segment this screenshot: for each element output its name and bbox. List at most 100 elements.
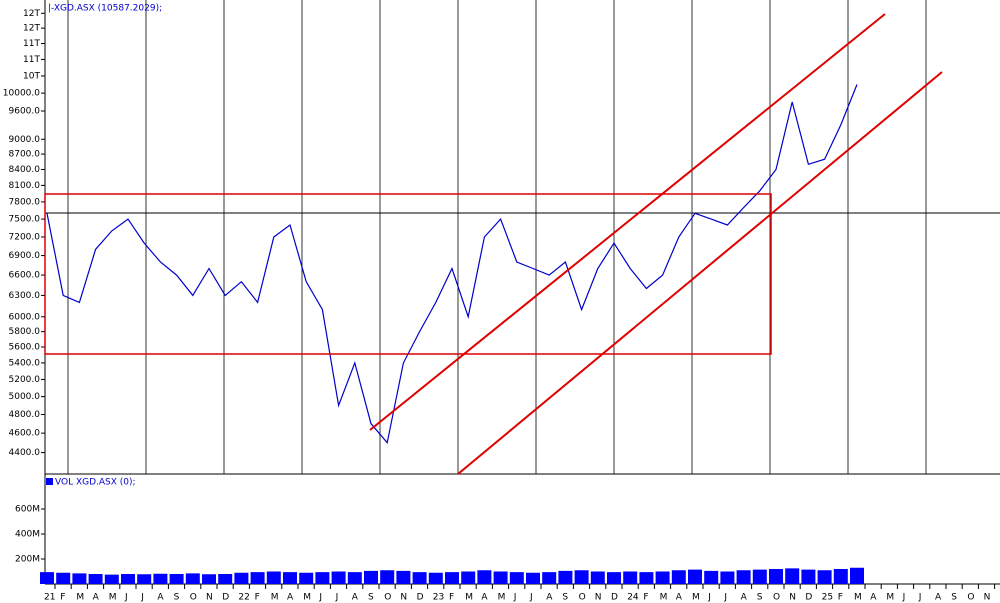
x-tick-label: J bbox=[902, 593, 906, 603]
volume-bar bbox=[396, 570, 411, 584]
volume-bar bbox=[40, 572, 54, 584]
y-tick-label: 9000.0 bbox=[9, 135, 41, 145]
volume-bar bbox=[769, 569, 783, 584]
x-tick-label: N bbox=[595, 593, 602, 603]
volume-bar bbox=[493, 571, 508, 584]
x-tick-label: M bbox=[271, 593, 279, 603]
y-tick-label: 6000.0 bbox=[9, 312, 41, 322]
x-tick-label: S bbox=[368, 593, 374, 603]
volume-bar bbox=[688, 569, 702, 584]
volume-bar bbox=[590, 571, 605, 584]
x-tick-label: O bbox=[384, 593, 391, 603]
x-tick-label: N bbox=[206, 593, 213, 603]
volume-bar bbox=[477, 570, 492, 584]
volume-bar bbox=[169, 574, 184, 584]
volume-bar bbox=[266, 571, 281, 584]
y-tick-label: 5600.0 bbox=[9, 342, 41, 352]
y-tick-label: 400M bbox=[15, 530, 40, 540]
x-tick-label: 25 bbox=[822, 593, 833, 603]
y-tick-label: 12T bbox=[23, 24, 40, 34]
y-tick-label: 600M bbox=[15, 505, 40, 515]
x-tick-label: M bbox=[660, 593, 668, 603]
volume-bar bbox=[445, 572, 459, 584]
volume-bar bbox=[542, 572, 557, 584]
volume-bar bbox=[347, 572, 362, 584]
x-tick-label: M bbox=[854, 593, 862, 603]
volume-bar bbox=[88, 574, 103, 584]
volume-bar bbox=[704, 570, 719, 584]
grid bbox=[67, 0, 927, 474]
x-tick-label: M bbox=[109, 593, 117, 603]
y-tick-label: 12T bbox=[23, 9, 40, 19]
y-tick-label: 5800.0 bbox=[9, 327, 41, 337]
x-tick-label: N bbox=[400, 593, 407, 603]
x-tick-label: J bbox=[335, 593, 339, 603]
volume-bar bbox=[655, 571, 670, 584]
volume-bar bbox=[801, 569, 816, 584]
volume-bar bbox=[412, 572, 427, 584]
x-tick-label: M bbox=[303, 593, 311, 603]
volume-bar bbox=[234, 572, 249, 584]
x-tick-label: A bbox=[741, 593, 748, 603]
volume-bar bbox=[526, 572, 540, 584]
y-tick-label: 11T bbox=[23, 55, 40, 65]
y-tick-label: 6600.0 bbox=[9, 271, 41, 281]
volume-bar bbox=[56, 572, 71, 584]
volume-legend-swatch bbox=[46, 478, 53, 485]
volume-bar bbox=[574, 570, 589, 584]
volume-bar bbox=[817, 570, 832, 584]
x-tick-label: S bbox=[174, 593, 180, 603]
volume-title: VOL XGD.ASX (0); bbox=[55, 478, 136, 488]
y-tick-label: 5200.0 bbox=[9, 375, 41, 385]
volume-bar bbox=[185, 573, 200, 584]
volume-bar bbox=[218, 574, 233, 584]
volume-bar bbox=[785, 568, 800, 584]
volume-bar bbox=[509, 572, 524, 584]
x-tick-label: D bbox=[805, 593, 812, 603]
x-tick-label: J bbox=[318, 593, 322, 603]
price-title: |-XGD.ASX (10587.2029); bbox=[48, 4, 162, 14]
volume-bar bbox=[250, 572, 265, 584]
volume-bar bbox=[299, 572, 314, 584]
y-tick-label: 4800.0 bbox=[9, 410, 41, 420]
x-tick-label: O bbox=[773, 593, 780, 603]
x-tick-label: 23 bbox=[433, 593, 444, 603]
x-tick-label: S bbox=[757, 593, 763, 603]
x-tick-label: S bbox=[562, 593, 568, 603]
price-line bbox=[46, 84, 858, 445]
x-tick-label: A bbox=[157, 593, 164, 603]
y-tick-label: 6900.0 bbox=[9, 251, 41, 261]
volume-bar bbox=[364, 570, 378, 584]
volume-bar bbox=[639, 572, 654, 584]
x-tick-label: O bbox=[579, 593, 586, 603]
x-tick-label: J bbox=[529, 593, 533, 603]
volume-bar bbox=[72, 573, 87, 584]
y-tick-label: 5400.0 bbox=[9, 358, 41, 368]
volume-bar bbox=[850, 567, 864, 584]
y-tick-label: 7200.0 bbox=[9, 232, 41, 242]
x-tick-label: O bbox=[190, 593, 197, 603]
x-tick-label: J bbox=[723, 593, 727, 603]
y-tick-label: 10T bbox=[23, 71, 40, 81]
y-tick-label: 8400.0 bbox=[9, 165, 41, 175]
x-tick-label: M bbox=[886, 593, 894, 603]
x-tick-label: J bbox=[513, 593, 517, 603]
volume-bar bbox=[607, 572, 621, 584]
range-box bbox=[44, 193, 772, 355]
x-tick-label: M bbox=[76, 593, 84, 603]
x-tick-label: D bbox=[417, 593, 424, 603]
x-tick-label: F bbox=[838, 593, 843, 603]
x-tick-label: M bbox=[465, 593, 473, 603]
x-tick-label: D bbox=[611, 593, 618, 603]
y-tick-label: 10000.0 bbox=[3, 89, 40, 99]
x-tick-label: A bbox=[870, 593, 877, 603]
volume-bar bbox=[461, 571, 476, 584]
volume-bar bbox=[153, 573, 168, 584]
x-tick-label: M bbox=[498, 593, 506, 603]
x-tick-label: F bbox=[449, 593, 454, 603]
x-tick-label: F bbox=[60, 593, 65, 603]
x-tick-label: F bbox=[255, 593, 260, 603]
y-tick-label: 8700.0 bbox=[9, 150, 41, 160]
y-tick-label: 200M bbox=[15, 555, 40, 565]
x-tick-label: N bbox=[984, 593, 991, 603]
